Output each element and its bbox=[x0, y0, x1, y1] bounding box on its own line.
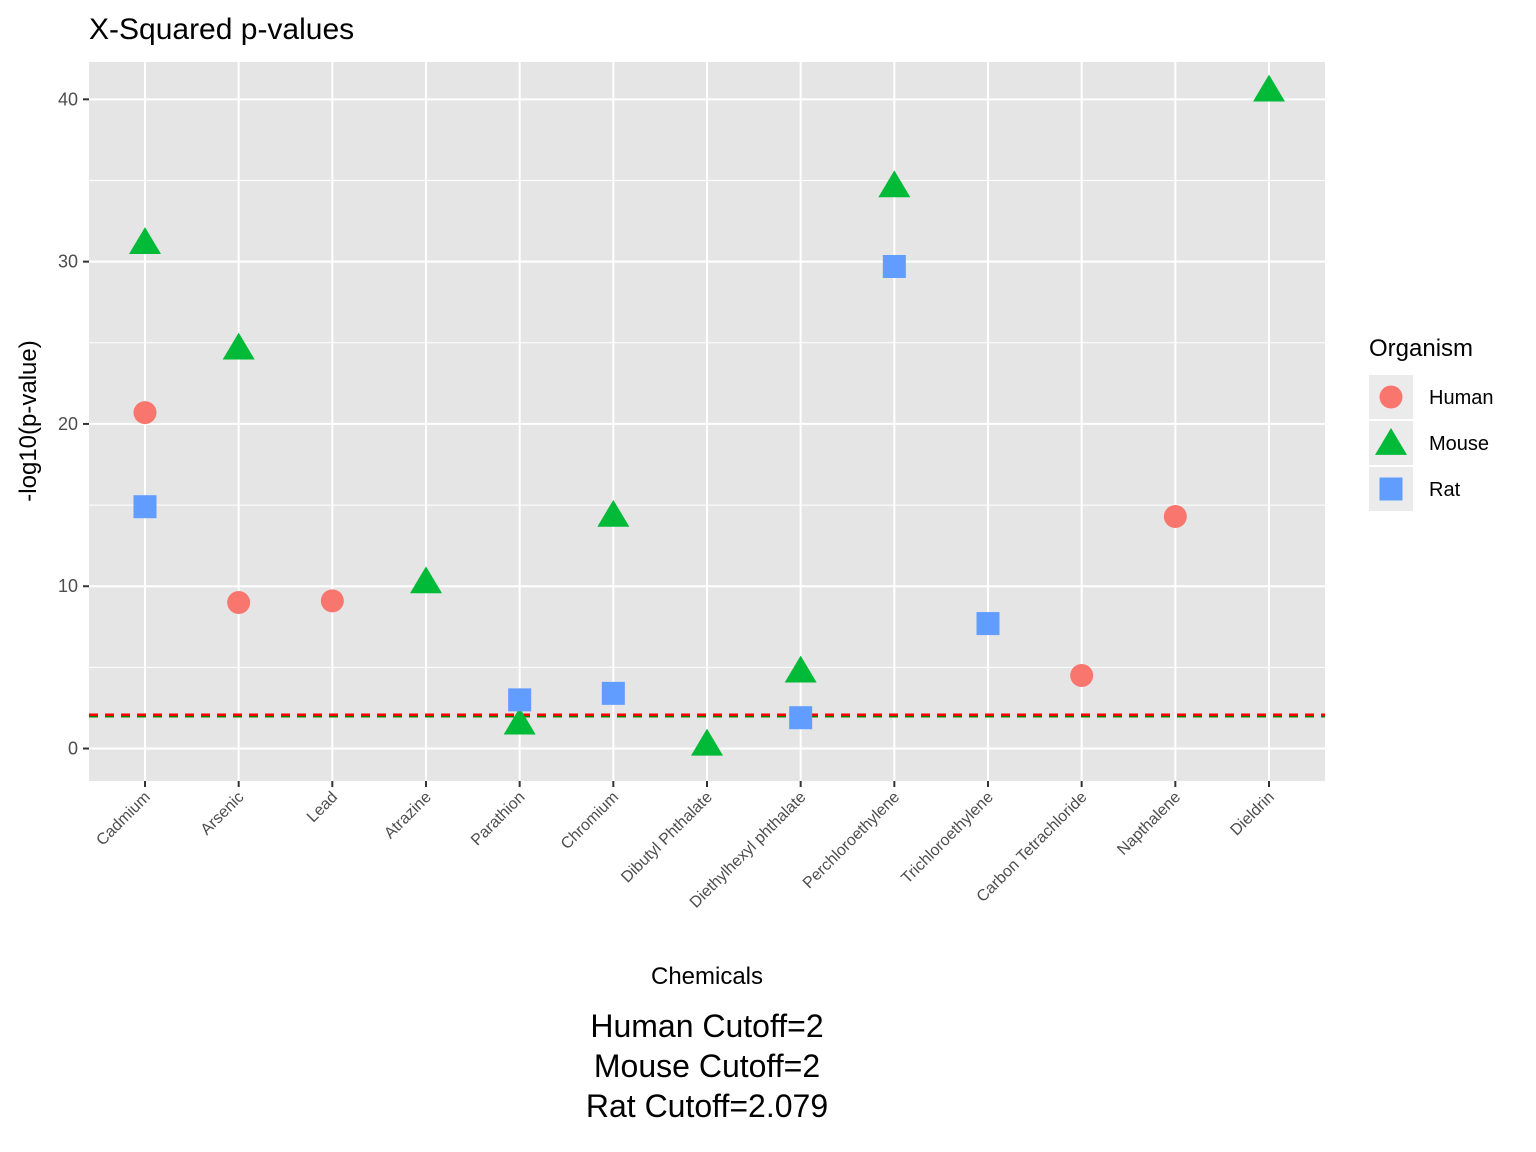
x-axis-title: Chemicals bbox=[651, 963, 763, 990]
human-point-carbon-tetrachloride bbox=[1070, 664, 1094, 688]
x-tick-label: Arsenic bbox=[198, 789, 248, 839]
x-tick-label: Dieldrin bbox=[1227, 789, 1277, 839]
y-tick-label: 20 bbox=[58, 414, 78, 434]
y-tick-label: 0 bbox=[68, 739, 78, 759]
legend-label-mouse: Mouse bbox=[1429, 433, 1489, 455]
x-tick-label: Parathion bbox=[468, 789, 528, 849]
y-tick-label: 10 bbox=[58, 576, 78, 596]
y-tick-label: 30 bbox=[58, 252, 78, 272]
human-point-napthalene bbox=[1163, 504, 1187, 528]
mouse-point-dibutyl-phthalate bbox=[691, 728, 723, 756]
mouse-point-chromium bbox=[597, 499, 630, 527]
mouse-point-arsenic bbox=[222, 332, 255, 360]
mouse-point-dieldrin bbox=[1253, 74, 1285, 102]
x-tick-label: Chromium bbox=[558, 789, 622, 853]
y-axis: 0 10 20 30 40 bbox=[58, 89, 89, 759]
legend-label-human: Human bbox=[1429, 387, 1493, 409]
rat-point-diethylhexyl-phthalate bbox=[789, 706, 813, 730]
y-tick-label: 40 bbox=[58, 89, 78, 109]
caption-line-3: Rat Cutoff=2.079 bbox=[586, 1088, 828, 1124]
x-axis: Cadmium Arsenic Lead Atrazine Parathion Chrom… bbox=[93, 781, 1278, 912]
x-tick-label: Trichloroethylene bbox=[898, 789, 996, 887]
x-tick-label: Napthalene bbox=[1114, 789, 1184, 859]
caption-line-1: Human Cutoff=2 bbox=[590, 1008, 823, 1044]
y-axis-title: -log10(p-value) bbox=[15, 340, 42, 501]
legend-triangle-icon bbox=[1375, 428, 1407, 455]
rat-point-parathion bbox=[508, 688, 532, 712]
human-point-cadmium bbox=[133, 401, 157, 425]
legend-title: Organism bbox=[1369, 335, 1473, 362]
mouse-point-parathion bbox=[503, 707, 536, 735]
data-points bbox=[129, 74, 1285, 756]
mouse-point-perchloroethylene bbox=[878, 170, 911, 198]
rat-point-trichloroethylene bbox=[976, 612, 1000, 636]
rat-point-chromium bbox=[601, 681, 625, 705]
x-tick-label: Lead bbox=[304, 789, 341, 826]
caption: Human Cutoff=2 Mouse Cutoff=2 Rat Cutoff… bbox=[586, 1008, 828, 1124]
rat-point-perchloroethylene bbox=[882, 255, 906, 279]
mouse-point-cadmium bbox=[129, 227, 161, 255]
mouse-point-atrazine bbox=[410, 566, 442, 594]
human-point-arsenic bbox=[227, 590, 251, 614]
cutoff-lines bbox=[89, 713, 1325, 718]
x-tick-label: Cadmium bbox=[93, 789, 153, 849]
rat-point-cadmium bbox=[133, 495, 157, 519]
x-tick-label: Dibutyl Phthalate bbox=[618, 789, 716, 887]
caption-line-2: Mouse Cutoff=2 bbox=[594, 1048, 820, 1084]
mouse-point-diethylhexyl-phthalate bbox=[784, 655, 817, 683]
human-point-lead bbox=[320, 589, 344, 613]
legend-square-icon bbox=[1379, 477, 1403, 501]
legend: Organism Human Mouse Rat bbox=[1369, 335, 1493, 511]
legend-circle-icon bbox=[1379, 385, 1403, 409]
chart-title: X-Squared p-values bbox=[89, 13, 354, 46]
x-tick-label: Atrazine bbox=[381, 789, 435, 843]
legend-label-rat: Rat bbox=[1429, 479, 1461, 501]
x-tick-label: Perchloroethylene bbox=[800, 789, 903, 892]
